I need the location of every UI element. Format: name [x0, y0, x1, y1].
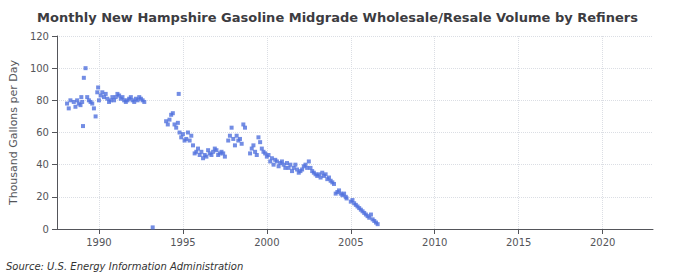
- svg-text:Thousand Gallons per Day: Thousand Gallons per Day: [7, 59, 20, 206]
- svg-text:Monthly New Hampshire Gasoline: Monthly New Hampshire Gasoline Midgrade …: [37, 10, 638, 25]
- svg-text:120: 120: [30, 31, 49, 42]
- svg-text:80: 80: [36, 95, 49, 106]
- svg-text:2015: 2015: [506, 237, 531, 248]
- svg-text:Source: U.S. Energy Informatio: Source: U.S. Energy Information Administ…: [6, 261, 243, 272]
- svg-text:2020: 2020: [590, 237, 615, 248]
- svg-text:20: 20: [36, 191, 49, 202]
- svg-text:2005: 2005: [338, 237, 363, 248]
- svg-text:1990: 1990: [86, 237, 111, 248]
- svg-text:40: 40: [36, 159, 49, 170]
- svg-text:2000: 2000: [254, 237, 279, 248]
- svg-text:0: 0: [43, 224, 49, 235]
- svg-text:60: 60: [36, 127, 49, 138]
- svg-text:1995: 1995: [170, 237, 195, 248]
- svg-text:2010: 2010: [422, 237, 447, 248]
- svg-text:100: 100: [30, 63, 49, 74]
